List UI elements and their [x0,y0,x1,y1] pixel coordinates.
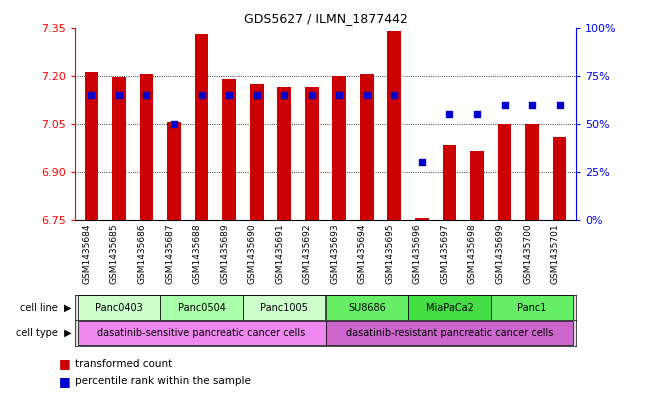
Bar [408,295,491,320]
Text: dasatinib-sensitive pancreatic cancer cells: dasatinib-sensitive pancreatic cancer ce… [98,328,306,338]
Point [389,92,400,98]
Text: GSM1435699: GSM1435699 [495,224,505,285]
Point [307,92,317,98]
Text: ■: ■ [59,375,70,388]
Text: Panc0504: Panc0504 [178,303,225,312]
Text: cell type  ▶: cell type ▶ [16,328,72,338]
Bar [333,75,346,220]
Text: GSM1435701: GSM1435701 [551,224,560,285]
Point [224,92,234,98]
Point [361,92,372,98]
Text: transformed count: transformed count [75,358,172,369]
Text: ■: ■ [59,357,70,370]
Point [417,159,427,165]
Text: GSM1435689: GSM1435689 [220,224,229,285]
Bar [77,295,160,320]
Bar [326,321,574,345]
Text: GSM1435693: GSM1435693 [330,224,339,285]
Text: Panc1005: Panc1005 [260,303,308,312]
Point [527,101,537,108]
Text: GSM1435686: GSM1435686 [137,224,146,285]
Text: GSM1435690: GSM1435690 [247,224,256,285]
Bar [243,295,326,320]
Text: GSM1435684: GSM1435684 [83,224,91,284]
Point [169,121,179,127]
Point [197,92,207,98]
Bar [112,77,126,220]
Point [334,92,344,98]
Bar [305,87,318,220]
Point [141,92,152,98]
Text: GSM1435697: GSM1435697 [441,224,449,285]
Point [555,101,565,108]
Text: GSM1435700: GSM1435700 [523,224,532,285]
Bar [525,124,539,220]
Bar [222,79,236,220]
Text: GSM1435692: GSM1435692 [303,224,312,284]
Bar [77,321,326,345]
Point [251,92,262,98]
Bar [491,295,574,320]
Text: cell line  ▶: cell line ▶ [20,303,72,312]
Bar [326,295,408,320]
Text: Panc0403: Panc0403 [95,303,143,312]
Text: SU8686: SU8686 [348,303,385,312]
Text: GSM1435695: GSM1435695 [385,224,395,285]
Text: dasatinib-resistant pancreatic cancer cells: dasatinib-resistant pancreatic cancer ce… [346,328,553,338]
Title: GDS5627 / ILMN_1877442: GDS5627 / ILMN_1877442 [243,12,408,25]
Text: percentile rank within the sample: percentile rank within the sample [75,376,251,386]
Bar [250,84,264,220]
Bar [360,74,374,220]
Text: Panc1: Panc1 [518,303,547,312]
Bar [443,145,456,220]
Point [114,92,124,98]
Text: MiaPaCa2: MiaPaCa2 [426,303,473,312]
Bar [85,72,98,220]
Bar [387,31,401,220]
Text: GSM1435694: GSM1435694 [358,224,367,284]
Bar [497,124,512,220]
Text: GSM1435685: GSM1435685 [110,224,119,285]
Point [86,92,96,98]
Bar [415,219,429,220]
Text: GSM1435698: GSM1435698 [468,224,477,285]
Text: GSM1435696: GSM1435696 [413,224,422,285]
Point [472,111,482,117]
Bar [167,122,181,220]
Bar [160,295,243,320]
Text: GSM1435687: GSM1435687 [165,224,174,285]
Point [444,111,454,117]
Text: GSM1435688: GSM1435688 [193,224,202,285]
Bar [470,151,484,220]
Bar [195,34,208,220]
Bar [139,74,154,220]
Text: GSM1435691: GSM1435691 [275,224,284,285]
Bar [553,137,566,220]
Point [279,92,290,98]
Point [499,101,510,108]
Bar [277,87,291,220]
